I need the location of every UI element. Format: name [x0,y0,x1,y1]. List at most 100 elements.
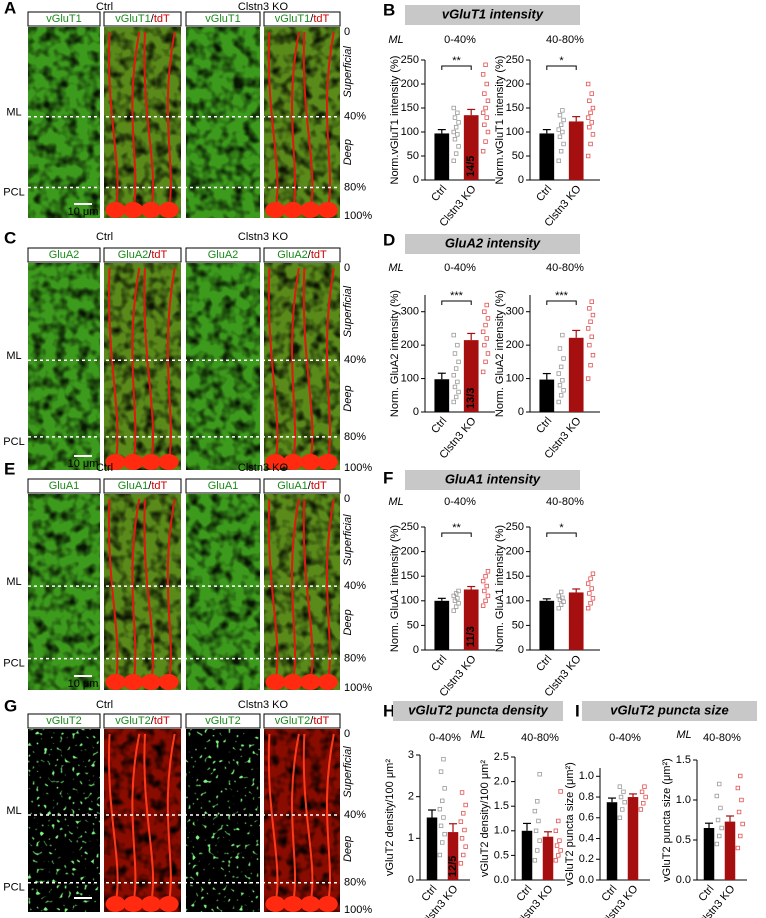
data-point [483,105,488,111]
data-point [437,806,443,812]
label-part: / [310,13,314,25]
y-tick-label: 0 [518,406,524,418]
label-box [27,713,101,729]
soma [282,896,303,912]
data-point [482,91,487,96]
label-part: vGluT1 [275,13,310,25]
bar [539,133,555,180]
soma [140,202,161,218]
data-point [456,389,461,395]
micrograph-texture [28,729,100,912]
dendrite [291,733,300,905]
dendrite [267,267,279,463]
data-point [589,120,594,125]
data-point [719,825,724,831]
y-tick-label: 1.0 [494,825,509,837]
data-point [620,807,625,812]
data-point [532,808,538,814]
dendrite [166,31,176,211]
panel-letter: C [4,228,16,247]
data-point [643,794,648,800]
data-point [589,334,594,339]
bar [724,821,736,880]
label-part: tdT [154,13,170,25]
data-point [558,589,564,595]
y-tick-label: 50 [512,619,524,631]
dendrite [302,31,314,211]
label-part: tdT [154,715,170,727]
depth-label: Superficial [342,285,354,337]
label-box [185,247,261,263]
y-tick-label: 0.5 [494,849,509,861]
data-point [536,818,541,824]
depth-label: 100% [344,904,372,916]
depth-label: 0 [344,26,350,38]
soma [282,454,303,470]
data-point [561,356,566,361]
data-point [485,98,491,103]
data-point [558,789,563,794]
bar [606,802,618,880]
label-box [263,478,341,494]
significance: ** [452,55,461,67]
chart-subtitle: 0-40% [609,732,641,744]
data-point [638,807,644,812]
data-point [456,588,461,594]
data-point [556,371,561,376]
n-label: 13/3 [465,388,477,409]
soma [265,454,286,470]
image-label: GluA1 [49,480,80,492]
data-point [739,797,744,803]
group-label: Clstn3 KO [238,462,289,474]
depth-label: 100% [344,682,372,694]
data-point [714,793,720,799]
image-label: vGluT2 [205,715,240,727]
dendrite [267,498,279,683]
data-point [438,823,444,829]
group-label: Clstn3 KO [238,1,289,13]
y-tick-label: 100 [506,372,524,384]
data-point [440,798,445,804]
bar [463,115,479,180]
data-point [558,848,563,853]
data-point [441,756,446,762]
soma [300,674,321,690]
y-tick-label: 150 [401,102,419,114]
y-tick-label: 3 [408,749,414,761]
label-box [27,247,101,263]
data-point [451,158,456,163]
data-point [462,827,467,833]
micrograph-texture [28,27,100,218]
data-point [553,858,559,863]
soma [158,202,179,218]
image-label: GluA2/tdT [277,249,327,261]
data-point [585,581,591,586]
y-tick-label: 200 [401,546,419,558]
n-label: 11/3 [465,626,477,647]
soma [300,454,321,470]
panel-title: vGluT1 intensity [442,6,544,21]
label-box [103,247,182,263]
data-point [451,332,456,338]
y-tick-label: 0 [518,174,524,186]
chart-subtitle: 40-80% [521,732,559,744]
dendrite [131,733,141,905]
label-part: / [148,480,152,492]
data-point [558,364,564,370]
y-axis-label: Norm.vGluT1 intensity (%) [389,56,401,185]
data-point [735,785,741,791]
data-point [484,583,489,589]
label-part: tdT [151,480,167,492]
depth-label: 0 [344,493,350,505]
depth-label: Deep [342,609,354,635]
y-tick-label: 0.2 [579,853,594,865]
data-point [561,141,566,147]
y-axis-label: Norm. GluA2 intensity (%) [389,290,401,417]
data-point [456,359,461,365]
data-point [557,383,563,388]
y-tick-label: 100 [506,126,524,138]
soma [105,896,126,912]
data-point [585,605,591,611]
data-point [556,593,561,599]
